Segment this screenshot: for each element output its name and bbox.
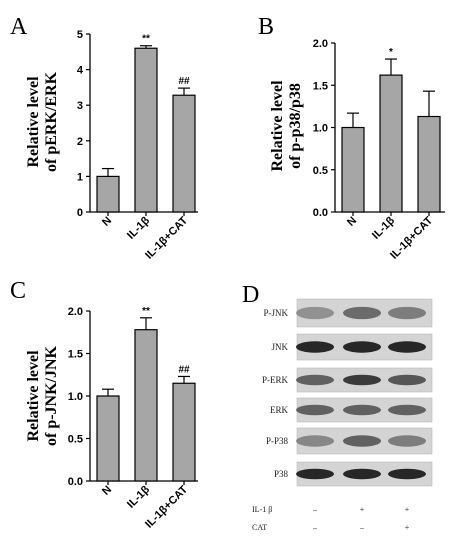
- y-axis-label-b-line2: of p-p38/p38: [287, 83, 304, 169]
- chart-panel-a: A Relative level of pERK/ERK 0 1 2 3 4 5 N ** IL…: [10, 14, 198, 262]
- blot-band: [296, 468, 334, 480]
- y-axis-label-a-line1: Relative level: [25, 76, 42, 168]
- bar-c-0: [96, 395, 120, 482]
- y-tick-label: 0.0: [313, 207, 328, 219]
- panel-letter-b: B: [258, 14, 274, 40]
- x-category-label: IL-1β: [125, 483, 152, 510]
- panel-letter-a: A: [10, 14, 28, 40]
- blot-band: [388, 404, 426, 416]
- panel-letter-c: C: [10, 278, 26, 304]
- blot-label-jnk: JNK: [271, 342, 288, 352]
- blot-band: [388, 341, 426, 353]
- blot-label-p-jnk: P-JNK: [263, 308, 288, 318]
- chart-panel-c: C Relative level of p-JNK/JNK 0.0 0.5 1.0 1…: [10, 278, 198, 531]
- x-category-label: N: [345, 215, 359, 229]
- blot-band: [388, 306, 426, 320]
- blot-band: [343, 341, 381, 353]
- condition-sign: +: [405, 523, 410, 532]
- y-tick-label: 0.5: [313, 165, 328, 177]
- y-tick-label: 1.0: [68, 391, 83, 403]
- y-tick-label: 3: [77, 100, 83, 112]
- y-tick-label: 2: [77, 136, 83, 148]
- bar-b-1: [379, 74, 403, 213]
- y-axis-label-b-line1: Relative level: [269, 80, 286, 172]
- significance-label: **: [142, 306, 150, 317]
- blot-band: [388, 435, 426, 447]
- condition-sign: –: [359, 523, 365, 532]
- y-tick-label: 1: [77, 171, 83, 183]
- significance-label: ##: [178, 76, 190, 87]
- bar-c-2: [172, 382, 196, 482]
- condition-label: IL-1 β: [252, 505, 272, 514]
- bar-a-0: [96, 175, 120, 213]
- x-category-label: N: [100, 215, 114, 229]
- bar-c-1: [134, 329, 158, 482]
- bar-b-2: [417, 115, 441, 213]
- blot-band: [343, 404, 381, 416]
- y-tick-label: 2.0: [313, 38, 328, 50]
- condition-label: CAT: [252, 523, 267, 532]
- x-category-label: IL-1β: [370, 214, 397, 241]
- condition-sign: +: [405, 505, 410, 514]
- blot-band: [343, 374, 381, 386]
- blot-label-erk: ERK: [270, 405, 289, 415]
- blot-band: [296, 374, 334, 386]
- bar-a-2: [172, 94, 196, 213]
- blot-band: [296, 341, 334, 353]
- blot-band: [296, 306, 334, 320]
- condition-sign: –: [312, 523, 318, 532]
- y-tick-label: 1.0: [313, 123, 328, 135]
- blot-band: [343, 435, 381, 447]
- blot-label-p38: P38: [274, 469, 289, 479]
- blot-band: [296, 404, 334, 416]
- x-category-label: IL-1β: [125, 214, 152, 241]
- y-axis-label-a-line2: of pERK/ERK: [43, 71, 60, 172]
- y-tick-label: 1.5: [68, 349, 83, 361]
- y-tick-label: 0: [77, 207, 83, 219]
- condition-sign: +: [360, 505, 365, 514]
- blot-band: [343, 306, 381, 320]
- condition-sign: –: [312, 505, 318, 514]
- significance-label: ##: [178, 364, 190, 375]
- bar-b-0: [341, 126, 365, 213]
- y-tick-label: 5: [77, 29, 83, 41]
- y-tick-label: 0.5: [68, 434, 83, 446]
- blot-band: [343, 468, 381, 480]
- significance-label: *: [389, 47, 393, 58]
- y-axis-label-c-line2: of p-JNK/JNK: [43, 345, 60, 446]
- y-tick-label: 1.5: [313, 80, 328, 92]
- blot-label-p-p38: P-P38: [266, 436, 289, 446]
- western-blot-panel: D P-JNK JNK P-ERK ERK P-P38 P38 IL-1 β – + + CAT – –…: [242, 282, 433, 532]
- significance-label: **: [142, 34, 150, 45]
- bar-a-1: [134, 47, 158, 213]
- y-tick-label: 2.0: [68, 306, 83, 318]
- y-tick-label: 4: [77, 65, 84, 77]
- blot-band: [296, 435, 334, 447]
- blot-band: [388, 374, 426, 386]
- chart-panel-b: B Relative level of p-p38/p38 0.0 0.5 1.0 1…: [258, 14, 445, 262]
- blot-label-p-erk: P-ERK: [262, 375, 289, 385]
- blot-band: [388, 468, 426, 480]
- panel-letter-d: D: [242, 282, 259, 308]
- y-axis-label-c-line1: Relative level: [25, 350, 42, 442]
- y-tick-label: 0.0: [68, 476, 83, 488]
- x-category-label: N: [100, 484, 114, 498]
